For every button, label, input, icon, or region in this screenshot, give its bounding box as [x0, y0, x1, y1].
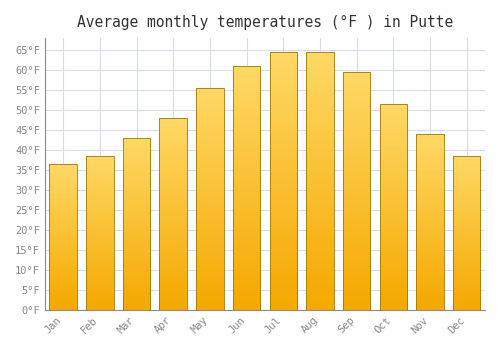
Bar: [453, 156, 480, 310]
Bar: [270, 52, 297, 310]
Bar: [196, 88, 224, 310]
Bar: [416, 134, 444, 310]
Bar: [123, 138, 150, 310]
Title: Average monthly temperatures (°F ) in Putte: Average monthly temperatures (°F ) in Pu…: [77, 15, 453, 30]
Bar: [86, 156, 114, 310]
Bar: [380, 104, 407, 310]
Bar: [343, 72, 370, 310]
Bar: [160, 118, 187, 310]
Bar: [50, 164, 77, 310]
Bar: [306, 52, 334, 310]
Bar: [233, 66, 260, 310]
